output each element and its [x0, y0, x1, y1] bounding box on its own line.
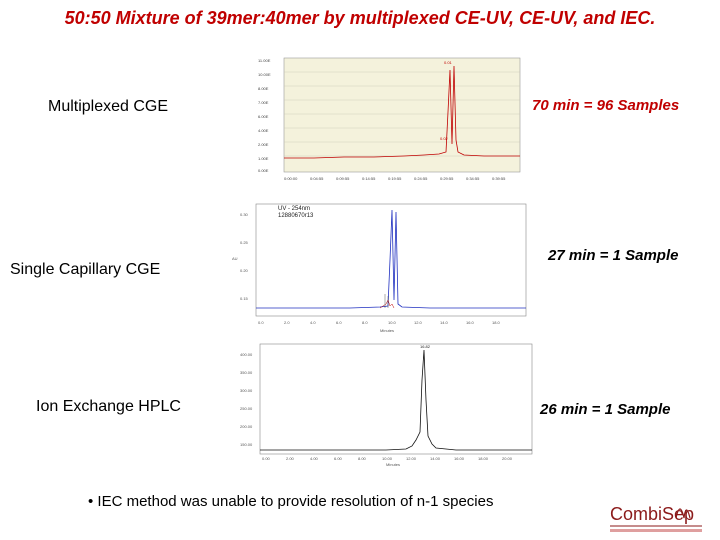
svg-text:0.02: 0.02 — [440, 136, 449, 141]
svg-text:4.00E: 4.00E — [258, 128, 269, 133]
svg-text:0:29:55: 0:29:55 — [440, 176, 454, 181]
svg-text:10.0: 10.0 — [388, 320, 397, 325]
svg-text:14.00: 14.00 — [430, 456, 441, 461]
multiplexed-cge-chart: 11.00E 10.00E 8.00E 7.00E 6.00E 4.00E 2.00E 1… — [254, 52, 524, 186]
svg-text:6.00: 6.00 — [334, 456, 343, 461]
svg-text:0:39:55: 0:39:55 — [492, 176, 506, 181]
svg-text:4.0: 4.0 — [310, 320, 316, 325]
svg-text:0.0: 0.0 — [258, 320, 264, 325]
svg-text:0:14:55: 0:14:55 — [362, 176, 376, 181]
throughput-multiplexed-cge: 70 min = 96 Samples — [532, 97, 680, 114]
svg-text:7.00E: 7.00E — [258, 100, 269, 105]
svg-text:Minutes: Minutes — [380, 328, 394, 333]
svg-text:20.00: 20.00 — [502, 456, 513, 461]
svg-text:400.00: 400.00 — [240, 352, 253, 357]
svg-text:250.00: 250.00 — [240, 406, 253, 411]
svg-text:12.00: 12.00 — [406, 456, 417, 461]
svg-text:0:04:55: 0:04:55 — [310, 176, 324, 181]
svg-text:0:34:55: 0:34:55 — [466, 176, 480, 181]
svg-text:8.00: 8.00 — [358, 456, 367, 461]
svg-text:0:00:00: 0:00:00 — [284, 176, 298, 181]
svg-text:10.00E: 10.00E — [258, 72, 271, 77]
legend-entry-2: 12880670r13 — [278, 213, 314, 219]
svg-text:0.20: 0.20 — [240, 268, 249, 273]
svg-text:16.00: 16.00 — [454, 456, 465, 461]
throughput-ion-exchange-hplc: 26 min = 1 Sample — [540, 401, 671, 418]
legend-entry-1: UV - 254nm — [278, 206, 310, 212]
svg-text:200.00: 200.00 — [240, 424, 253, 429]
svg-text:2.0: 2.0 — [284, 320, 290, 325]
svg-text:6.0: 6.0 — [336, 320, 342, 325]
ion-exchange-hplc-chart: 400.00 350.00 300.00 250.00 200.00 150.00 0.… — [236, 340, 536, 466]
bullet-text: IEC method was unable to provide resolut… — [97, 493, 494, 510]
single-capillary-cge-chart: 0.30 0.25 0.20 0.15 AU 0.0 2.0 4.0 6.0 8.0 10.0… — [230, 200, 540, 340]
svg-text:4.00: 4.00 — [310, 456, 319, 461]
bullet-note: • IEC method was unable to provide resol… — [88, 493, 493, 510]
svg-text:16.82: 16.82 — [420, 344, 431, 349]
svg-text:350.00: 350.00 — [240, 370, 253, 375]
svg-text:10.00: 10.00 — [382, 456, 393, 461]
svg-text:18.00: 18.00 — [478, 456, 489, 461]
svg-text:1.00E: 1.00E — [258, 156, 269, 161]
svg-text:0:24:55: 0:24:55 — [414, 176, 428, 181]
svg-text:0.30: 0.30 — [240, 212, 249, 217]
svg-text:0.00E: 0.00E — [258, 168, 269, 173]
svg-text:8.00E: 8.00E — [258, 86, 269, 91]
svg-text:0.15: 0.15 — [240, 296, 249, 301]
svg-text:16.0: 16.0 — [466, 320, 475, 325]
logo-text: CombiSep — [610, 504, 694, 524]
svg-text:150.00: 150.00 — [240, 442, 253, 447]
svg-text:AU: AU — [232, 256, 238, 261]
svg-text:6.00E: 6.00E — [258, 114, 269, 119]
svg-text:11.00E: 11.00E — [258, 58, 271, 63]
svg-text:14.0: 14.0 — [440, 320, 449, 325]
slide-title: 50:50 Mixture of 39mer:40mer by multiple… — [64, 8, 656, 28]
svg-text:0.25: 0.25 — [240, 240, 249, 245]
svg-text:12.0: 12.0 — [414, 320, 423, 325]
bullet-dot: • — [88, 493, 98, 510]
combisep-logo: CombiSep — [606, 498, 706, 538]
svg-text:8.0: 8.0 — [362, 320, 368, 325]
svg-text:0.00: 0.00 — [262, 456, 271, 461]
method-label-single-capillary-cge: Single Capillary CGE — [10, 261, 161, 278]
svg-text:300.00: 300.00 — [240, 388, 253, 393]
svg-text:Minutes: Minutes — [386, 462, 400, 466]
throughput-single-capillary-cge: 27 min = 1 Sample — [548, 247, 679, 264]
svg-text:18.0: 18.0 — [492, 320, 501, 325]
svg-text:2.00: 2.00 — [286, 456, 295, 461]
method-label-ion-exchange-hplc: Ion Exchange HPLC — [36, 398, 181, 415]
svg-text:2.00E: 2.00E — [258, 142, 269, 147]
svg-text:0:19:55: 0:19:55 — [388, 176, 402, 181]
svg-text:0:09:55: 0:09:55 — [336, 176, 350, 181]
svg-text:0.01: 0.01 — [444, 60, 453, 65]
method-label-multiplexed-cge: Multiplexed CGE — [48, 98, 169, 115]
